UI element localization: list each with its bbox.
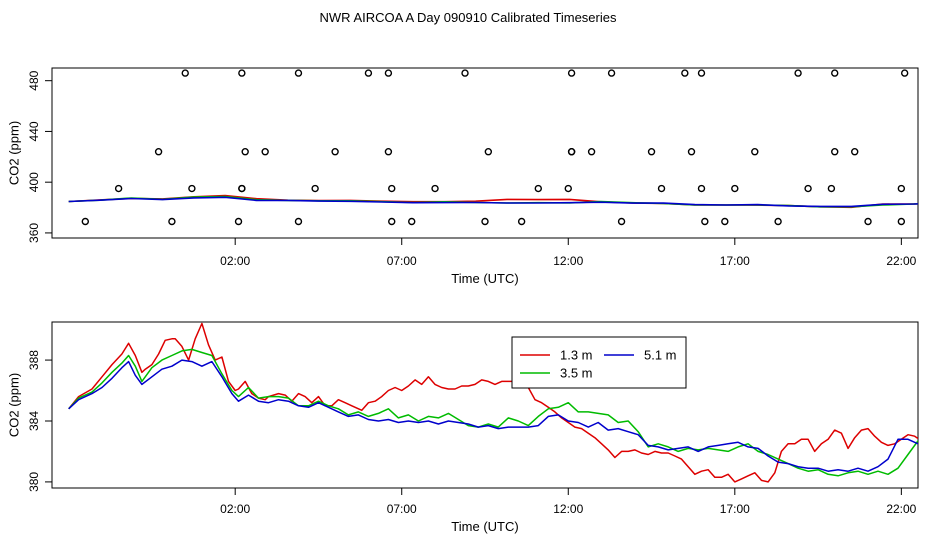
scatter-point xyxy=(181,69,189,77)
scatter-point xyxy=(794,69,802,77)
bottom-series-51m xyxy=(68,359,918,472)
top-y-tick-label: 400 xyxy=(27,172,41,192)
scatter-point xyxy=(408,217,416,226)
scatter-point xyxy=(900,69,909,77)
top-panel-scatter: 02:00 07:00 12:00 17:00 22:00 360 400 440 480 Tim… xyxy=(7,67,919,286)
scatter-point xyxy=(751,148,759,156)
scatter-point xyxy=(657,184,666,193)
top-y-tick-label: 440 xyxy=(27,121,41,141)
scatter-point xyxy=(697,184,706,193)
bottom-x-tick-label: 22:00 xyxy=(886,502,916,516)
top-plot-frame xyxy=(51,67,919,239)
scatter-point xyxy=(587,148,596,156)
top-x-tick-label: 17:00 xyxy=(720,254,750,268)
scatter-point xyxy=(831,69,839,77)
bottom-panel-lines: 02:00 07:00 12:00 17:00 22:00 380 384 388 Time (… xyxy=(7,321,919,534)
scatter-point xyxy=(241,148,249,156)
legend-label: 3.5 m xyxy=(560,366,593,381)
legend-label: 1.3 m xyxy=(560,348,593,363)
scatter-point xyxy=(154,148,163,156)
top-y-axis-label: CO2 (ppm) xyxy=(7,121,22,185)
scatter-point xyxy=(294,217,303,226)
scatter-point xyxy=(481,217,489,226)
scatter-point xyxy=(697,69,706,77)
bottom-series-13m xyxy=(68,322,918,483)
scatter-point xyxy=(294,69,303,77)
bottom-x-tick-label: 12:00 xyxy=(553,502,583,516)
scatter-point xyxy=(311,184,319,193)
scatter-point xyxy=(897,184,906,193)
bottom-plot-area xyxy=(68,322,918,483)
scatter-point xyxy=(461,69,469,77)
scatter-point xyxy=(431,184,439,193)
scatter-point xyxy=(331,148,339,156)
scatter-point xyxy=(238,184,246,193)
scatter-point xyxy=(238,69,246,77)
scatter-point xyxy=(384,148,393,156)
scatter-point xyxy=(827,184,836,193)
bottom-x-tick-label: 02:00 xyxy=(220,502,250,516)
scatter-point xyxy=(81,217,90,226)
scatter-point xyxy=(388,184,396,193)
top-x-tick-label: 07:00 xyxy=(387,254,417,268)
legend-box xyxy=(511,336,687,389)
scatter-point xyxy=(774,217,782,226)
scatter-point xyxy=(897,217,906,226)
top-x-tick-label: 12:00 xyxy=(553,254,583,268)
scatter-point xyxy=(864,217,872,226)
scatter-point xyxy=(731,184,739,193)
bottom-y-tick-label: 384 xyxy=(27,411,41,431)
scatter-point xyxy=(567,69,576,77)
scatter-point xyxy=(721,217,729,226)
top-x-tick-label: 22:00 xyxy=(886,254,916,268)
top-y-tick-label: 480 xyxy=(27,70,41,90)
top-x-axis-label: Time (UTC) xyxy=(451,271,518,286)
page-title: NWR AIRCOA A Day 090910 Calibrated Times… xyxy=(320,10,617,25)
bottom-x-tick-label: 17:00 xyxy=(720,502,750,516)
top-y-tick-label: 360 xyxy=(27,223,41,243)
bottom-x-tick-label: 07:00 xyxy=(387,502,417,516)
scatter-point xyxy=(617,217,626,226)
scatter-point xyxy=(681,69,689,77)
bottom-y-axis-label: CO2 (ppm) xyxy=(7,373,22,437)
scatter-point xyxy=(534,184,542,193)
bottom-plot-frame xyxy=(51,321,919,489)
scatter-point xyxy=(517,217,526,226)
scatter-point xyxy=(484,148,493,156)
scatter-point xyxy=(114,184,123,193)
scatter-point xyxy=(384,69,393,77)
scatter-point xyxy=(567,148,576,156)
scatter-point xyxy=(804,184,812,193)
scatter-point xyxy=(168,217,176,226)
bottom-series-35m xyxy=(68,348,918,477)
scatter-point xyxy=(851,148,859,156)
bottom-y-tick-label: 388 xyxy=(27,350,41,370)
scatter-point xyxy=(388,217,396,226)
bottom-x-axis-label: Time (UTC) xyxy=(451,519,518,534)
scatter-point xyxy=(234,217,243,226)
scatter-point xyxy=(701,217,709,226)
scatter-point xyxy=(188,184,196,193)
scatter-point xyxy=(261,148,269,156)
scatter-point xyxy=(607,69,616,77)
scatter-point xyxy=(647,148,656,156)
top-x-tick-label: 02:00 xyxy=(220,254,250,268)
top-series-51m xyxy=(68,196,918,208)
top-plot-area xyxy=(68,69,918,226)
scatter-point xyxy=(831,148,839,156)
scatter-point xyxy=(364,69,373,77)
scatter-point xyxy=(564,184,572,193)
legend: 1.3 m 3.5 m 5.1 m xyxy=(511,336,687,389)
scatter-point xyxy=(687,148,696,156)
legend-label: 5.1 m xyxy=(644,348,677,363)
bottom-y-tick-label: 380 xyxy=(27,472,41,492)
